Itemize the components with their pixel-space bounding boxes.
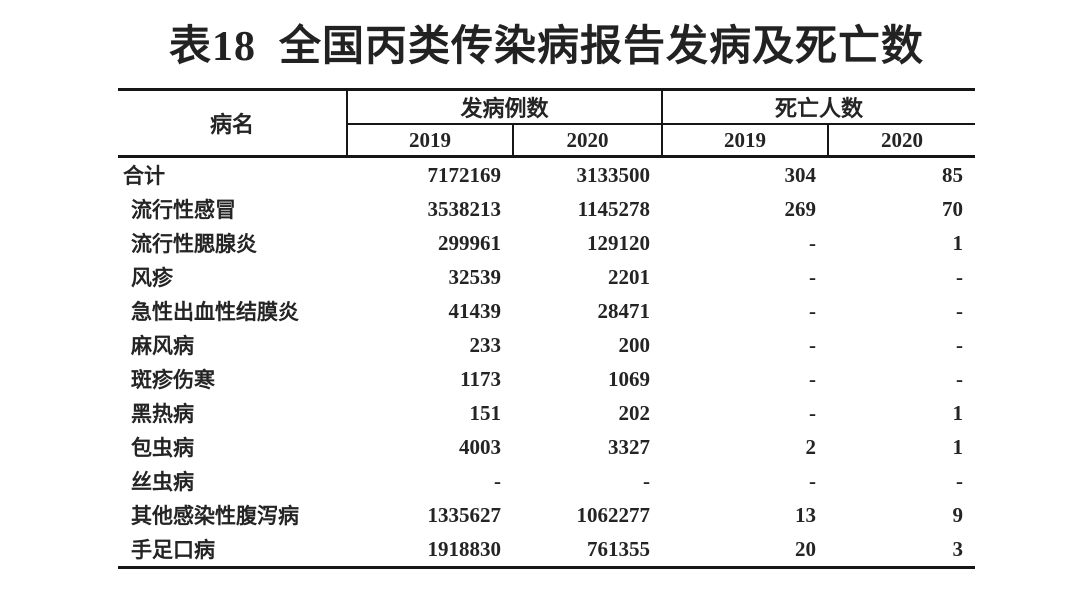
incidence-2020-cell: 200 <box>618 332 651 357</box>
deaths-2020-cell: - <box>956 264 964 289</box>
table-row: 黑热病 151 202 - 1 <box>118 396 975 430</box>
table-body: 合计 7172169 3133500 304 85 流行性感冒 3538213 1145278… <box>118 157 975 568</box>
disease-name-cell: 风疹 <box>131 266 173 290</box>
deaths-2019-cell: - <box>809 400 817 425</box>
column-group-incidence: 发病例数 <box>347 89 664 125</box>
deaths-2020-cell: 3 <box>952 536 964 561</box>
incidence-2020-cell: 1145278 <box>577 196 651 221</box>
column-header-incidence-2020: 2020 <box>513 124 664 158</box>
incidence-2020-cell: 761355 <box>587 536 651 561</box>
deaths-2019-cell: 269 <box>784 196 817 221</box>
deaths-2020-cell: - <box>956 468 964 493</box>
deaths-2019-cell: - <box>809 230 817 255</box>
table-header: 病名 发病例数 死亡人数 2019 2020 2019 2020 <box>118 89 976 158</box>
incidence-2020-cell: 3133500 <box>576 162 651 187</box>
incidence-2020-cell: 1062277 <box>576 502 651 527</box>
incidence-2019-cell: 1173 <box>460 366 501 391</box>
class-c-diseases-table: 病名 发病例数 死亡人数 2019 2020 2019 2020 合计 71721… <box>118 88 976 569</box>
deaths-2019-cell: - <box>809 264 817 289</box>
deaths-2019-cell: 304 <box>784 162 817 187</box>
table-row: 斑疹伤寒 1173 1069 - - <box>118 362 975 396</box>
table-row: 手足口病 1918830 761355 20 3 <box>118 532 975 568</box>
disease-name-cell: 急性出血性结膜炎 <box>131 300 299 324</box>
header-row-groups: 病名 发病例数 死亡人数 <box>118 89 976 158</box>
incidence-2019-cell: 233 <box>469 332 502 357</box>
incidence-2019-cell: 7172169 <box>427 162 502 187</box>
table-row: 其他感染性腹泻病 1335627 1062277 13 9 <box>118 498 975 532</box>
disease-name-cell: 麻风病 <box>131 334 194 358</box>
column-header-deaths-2020: 2020 <box>828 124 976 158</box>
disease-name-cell: 其他感染性腹泻病 <box>131 504 299 528</box>
disease-name-cell: 合计 <box>123 164 165 188</box>
incidence-2019-cell: 151 <box>469 400 502 425</box>
deaths-2019-cell: 13 <box>795 502 817 527</box>
deaths-2019-cell: - <box>809 332 817 357</box>
disease-name-cell: 包虫病 <box>131 436 194 460</box>
disease-name-cell: 手足口病 <box>131 538 215 562</box>
incidence-2020-cell: 202 <box>618 400 651 425</box>
incidence-2019-cell: 41439 <box>448 298 502 323</box>
disease-name-cell: 丝虫病 <box>131 470 194 494</box>
deaths-2020-cell: 1 <box>952 434 964 459</box>
deaths-2019-cell: 2 <box>805 434 817 459</box>
disease-name-cell: 流行性感冒 <box>131 198 236 222</box>
incidence-2019-cell: 1918830 <box>427 536 502 561</box>
column-header-disease: 病名 <box>118 89 348 158</box>
deaths-2020-cell: - <box>956 298 964 323</box>
column-header-incidence-2019: 2019 <box>347 124 514 158</box>
table-row: 合计 7172169 3133500 304 85 <box>118 157 975 193</box>
incidence-2020-cell: 28471 <box>597 298 651 323</box>
deaths-2020-cell: 1 <box>952 230 964 255</box>
disease-name-cell: 斑疹伤寒 <box>131 368 215 392</box>
table-row: 丝虫病 - - - - <box>118 464 975 498</box>
deaths-2020-cell: 70 <box>942 196 964 221</box>
deaths-2019-cell: - <box>809 468 817 493</box>
incidence-2020-cell: 3327 <box>608 434 651 459</box>
deaths-2019-cell: 20 <box>795 536 817 561</box>
column-header-deaths-2019: 2019 <box>662 124 830 158</box>
incidence-2020-cell: 129120 <box>587 230 651 255</box>
disease-name-cell: 黑热病 <box>131 402 194 426</box>
disease-name-cell: 流行性腮腺炎 <box>131 232 257 256</box>
table-row: 急性出血性结膜炎 41439 28471 - - <box>118 294 975 328</box>
incidence-2019-cell: - <box>494 468 501 493</box>
incidence-2019-cell: 4003 <box>459 434 501 459</box>
page-title: 表18 全国丙类传染病报告发病及死亡数 <box>168 24 924 70</box>
incidence-2019-cell: 32539 <box>448 264 502 289</box>
incidence-2019-cell: 1335627 <box>427 502 502 527</box>
deaths-2020-cell: - <box>956 332 964 357</box>
table-row: 流行性腮腺炎 299961 129120 - 1 <box>118 226 975 260</box>
deaths-2019-cell: - <box>809 298 817 323</box>
table-row: 流行性感冒 3538213 1145278 269 70 <box>118 192 975 226</box>
table-row: 包虫病 4003 3327 2 1 <box>118 430 975 464</box>
incidence-2020-cell: - <box>643 468 651 493</box>
table-row: 麻风病 233 200 - - <box>118 328 975 362</box>
deaths-2020-cell: 9 <box>952 502 964 527</box>
incidence-2019-cell: 299961 <box>438 230 501 255</box>
deaths-2020-cell: 1 <box>952 400 964 425</box>
deaths-2019-cell: - <box>809 366 817 391</box>
header-row-years: 2019 2020 2019 2020 <box>118 124 976 158</box>
deaths-2020-cell: - <box>956 366 964 391</box>
incidence-2020-cell: 1069 <box>608 366 651 391</box>
incidence-2019-cell: 3538213 <box>427 196 502 221</box>
table-row: 风疹 32539 2201 - - <box>118 260 975 294</box>
incidence-2020-cell: 2201 <box>608 264 651 289</box>
deaths-2020-cell: 85 <box>942 162 964 187</box>
column-group-deaths: 死亡人数 <box>662 89 976 125</box>
